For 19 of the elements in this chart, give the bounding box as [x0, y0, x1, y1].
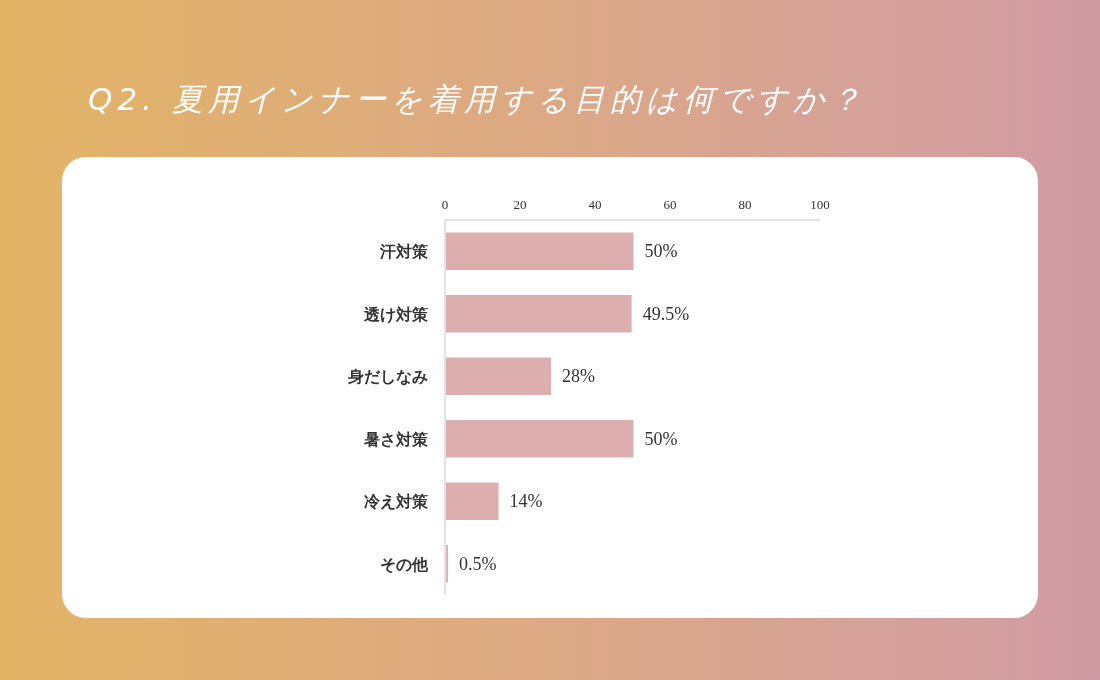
- x-tick-label: 20: [513, 197, 527, 212]
- data-label: 50%: [644, 428, 678, 449]
- y-tick-label: 身だしなみ: [347, 367, 428, 387]
- y-tick-label: 汗対策: [379, 242, 428, 262]
- data-label: 14%: [509, 491, 543, 512]
- data-label: 50%: [644, 241, 678, 262]
- x-tick-label: 80: [738, 197, 752, 212]
- x-tick-label: 40: [588, 197, 602, 212]
- y-tick-label: 透け対策: [363, 304, 428, 324]
- data-label: 49.5%: [642, 303, 690, 324]
- y-tick-label: 暑さ対策: [363, 429, 428, 449]
- y-tick-label: 冷え対策: [364, 492, 428, 512]
- x-tick-label: 0: [441, 197, 449, 212]
- chart-title: Q2. 夏用インナーを着用する目的は何ですか？: [88, 81, 866, 117]
- data-label: 0.5%: [458, 553, 497, 574]
- x-tick-label: 100: [810, 197, 830, 212]
- y-tick-label: その他: [380, 554, 429, 574]
- data-label: 28%: [562, 366, 595, 387]
- x-tick-label: 60: [663, 197, 677, 212]
